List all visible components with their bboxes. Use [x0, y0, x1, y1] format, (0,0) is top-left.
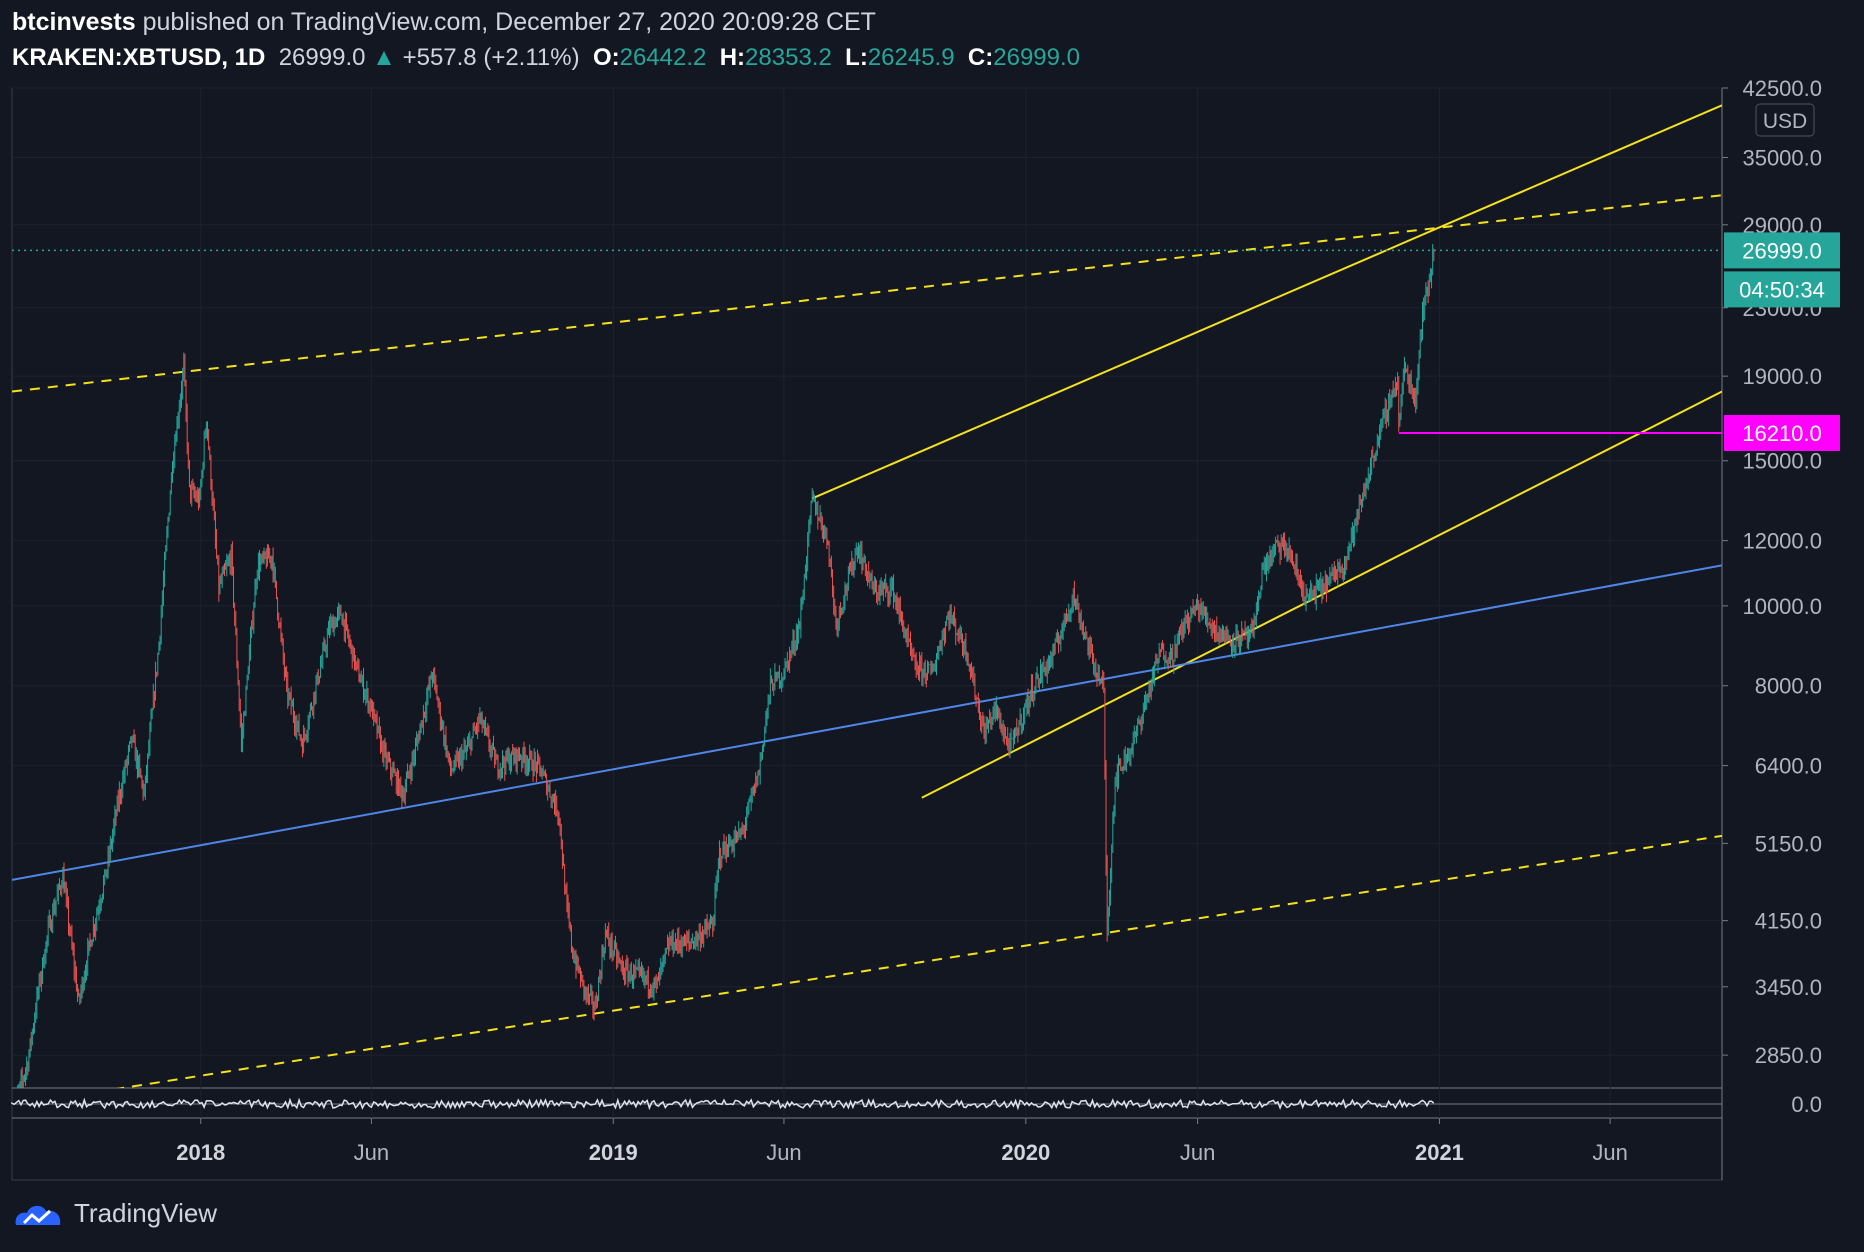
solid-yellow-trendline[interactable] — [811, 104, 1722, 500]
x-tick-label: Jun — [1180, 1140, 1215, 1165]
y-tick-label: 8000.0 — [1755, 674, 1822, 699]
footer-brand: TradingView — [74, 1198, 218, 1228]
tradingview-footer[interactable]: TradingView — [12, 1198, 217, 1229]
oscillator-zero-label: 0.0 — [1791, 1092, 1822, 1117]
open-label: O: — [592, 44, 620, 71]
y-tick-label: 15000.0 — [1742, 449, 1822, 474]
x-tick-label: 2019 — [589, 1140, 638, 1165]
x-tick-label: 2018 — [176, 1140, 225, 1165]
symbol-label[interactable]: KRAKEN:XBTUSD, 1D — [12, 44, 266, 71]
low-label: L: — [845, 44, 868, 71]
oscillator-line — [11, 1097, 1435, 1111]
y-tick-label: 2850.0 — [1755, 1043, 1822, 1068]
x-tick-label: 2020 — [1001, 1140, 1050, 1165]
author-name[interactable]: btcinvests — [12, 8, 136, 36]
x-tick-label: Jun — [1592, 1140, 1627, 1165]
y-tick-label: 35000.0 — [1742, 145, 1822, 170]
countdown-label-box — [1724, 271, 1840, 308]
high-label: H: — [719, 44, 746, 71]
current-price-label-box — [1724, 232, 1840, 269]
y-tick-label: 42500.0 — [1742, 76, 1822, 101]
ohlc-header: KRAKEN:XBTUSD, 1D 26999.0 ▲ +557.8 (+2.1… — [12, 44, 1080, 72]
currency-label[interactable]: USD — [1763, 110, 1807, 133]
triangle-up-icon: ▲ — [372, 44, 396, 71]
y-tick-label: 5150.0 — [1755, 831, 1822, 856]
y-tick-label: 12000.0 — [1742, 529, 1822, 554]
x-tick-label: 2021 — [1415, 1140, 1464, 1165]
current-price-label: 26999.0 — [1742, 238, 1822, 263]
support-level-label: 16210.0 — [1742, 421, 1822, 446]
publish-header: btcinvests published on TradingView.com,… — [12, 8, 876, 37]
close-value: 26999.0 — [993, 44, 1081, 71]
high-value: 28353.2 — [745, 44, 832, 71]
axes: 42500.035000.029000.023000.019000.015000… — [176, 76, 1822, 1165]
y-tick-label: 6400.0 — [1755, 754, 1822, 779]
price-change: +557.8 (+2.11%) — [402, 44, 580, 71]
grid — [11, 87, 1723, 1181]
y-tick-label: 10000.0 — [1742, 594, 1822, 619]
y-tick-label: 19000.0 — [1742, 364, 1822, 389]
low-value: 26245.9 — [867, 44, 955, 71]
oscillator-pane — [11, 1097, 1722, 1111]
currency-box[interactable] — [1755, 103, 1815, 137]
solid-blue-trendline[interactable] — [12, 564, 1722, 881]
published-text: published on TradingView.com, December 2… — [142, 8, 876, 36]
countdown-label: 04:50:34 — [1739, 277, 1825, 302]
x-tick-label: Jun — [354, 1140, 389, 1165]
tradingview-logo-icon — [15, 1205, 61, 1225]
price-labels: USD 26999.0 04:50:34 16210.0 — [1724, 103, 1840, 451]
x-tick-label: Jun — [766, 1140, 801, 1165]
chart-frame — [11, 87, 1723, 1181]
last-price: 26999.0 — [278, 44, 366, 71]
support-level-label-box — [1724, 414, 1840, 451]
candles[interactable] — [12, 243, 1435, 1132]
y-tick-label: 3450.0 — [1755, 975, 1822, 1000]
dashed-yellow-trendline[interactable] — [79, 834, 1722, 1095]
y-tick-label: 4150.0 — [1755, 909, 1822, 934]
close-label: C: — [967, 44, 994, 71]
trendlines[interactable] — [12, 104, 1722, 1095]
open-value: 26442.2 — [619, 44, 707, 71]
